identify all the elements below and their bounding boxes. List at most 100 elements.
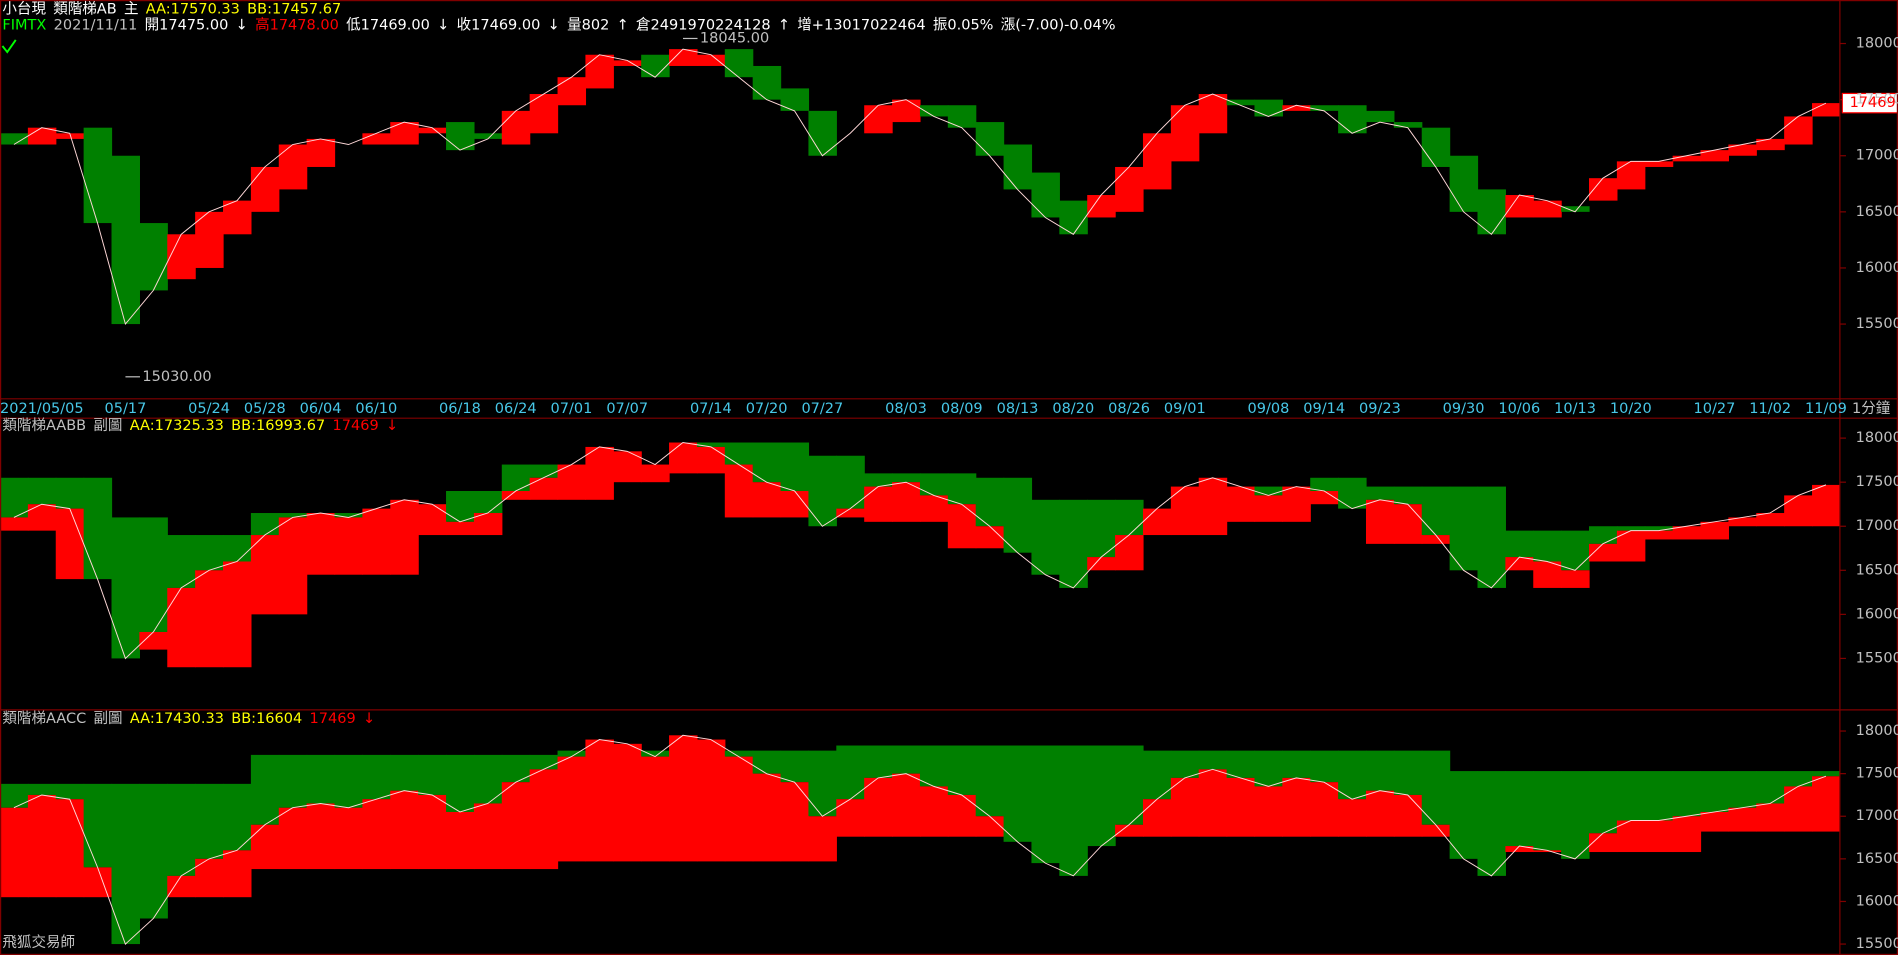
y-tick-label: 18000 <box>1856 430 1898 446</box>
ladder-block <box>1784 116 1813 145</box>
header-text: 17469 <box>333 418 379 434</box>
upper-band <box>139 783 168 919</box>
y-tick-label: 15500 <box>1856 650 1898 666</box>
lower-band <box>780 490 810 518</box>
lower-band <box>892 773 921 837</box>
x-tick-label: 05/28 <box>244 401 286 417</box>
upper-band <box>1784 771 1813 787</box>
upper-band <box>1393 486 1423 505</box>
lower-band <box>641 756 670 862</box>
upper-band <box>278 513 308 518</box>
y-tick-label: 16500 <box>1856 562 1898 578</box>
upper-band <box>167 535 196 588</box>
y-tick-label: 17000 <box>1856 148 1898 164</box>
ladder-block <box>55 133 85 139</box>
upper-band <box>529 464 559 478</box>
header-text: ↓ <box>363 711 375 727</box>
y-tick-label: 15500 <box>1856 316 1898 332</box>
header-text: 振0.05% <box>933 16 994 33</box>
lower-band <box>724 464 754 518</box>
lower-band <box>1115 824 1144 837</box>
upper-band <box>1533 530 1562 562</box>
header-text: 倉2491970224128 <box>636 16 771 33</box>
ladder-block <box>864 105 893 134</box>
lower-band <box>1421 824 1451 837</box>
lower-band <box>836 508 865 518</box>
lower-band <box>529 477 559 500</box>
x-tick-label: 06/10 <box>355 401 397 417</box>
upper-band <box>1644 526 1674 531</box>
lower-band <box>27 794 57 898</box>
ladder-block <box>1477 189 1506 235</box>
header-text: ↓ <box>437 17 449 33</box>
lower-band <box>808 816 837 862</box>
y-tick-label: 17000 <box>1856 518 1898 534</box>
upper-band <box>1393 750 1423 795</box>
lower-band <box>1616 530 1646 562</box>
lower-band <box>167 587 196 668</box>
upper-band <box>1616 771 1646 821</box>
lower-band <box>752 482 782 518</box>
lower-band <box>1282 486 1311 522</box>
lower-band <box>613 743 642 862</box>
header-text: ↓ <box>236 17 248 33</box>
lower-band <box>1226 777 1256 837</box>
header-text: ↓ <box>548 17 560 33</box>
panel <box>0 437 1846 668</box>
y-tick-label: 17500 <box>1856 92 1898 108</box>
lower-band <box>1087 557 1116 571</box>
lower-band <box>139 631 168 650</box>
lower-band <box>195 858 224 898</box>
lower-band <box>1142 799 1172 837</box>
header-text: 量802 <box>567 17 609 33</box>
lower-band <box>1254 786 1283 837</box>
upper-band <box>1477 771 1506 876</box>
ladder-block <box>1728 144 1757 156</box>
y-tick-label: 17500 <box>1856 766 1898 782</box>
x-tick-label: 08/20 <box>1052 401 1094 417</box>
ladder-block <box>641 54 670 78</box>
lower-band <box>752 773 782 862</box>
upper-band <box>975 745 1005 817</box>
ladder-block <box>808 110 837 156</box>
upper-band <box>641 750 670 757</box>
lower-band <box>1310 782 1339 837</box>
upper-band <box>836 455 865 509</box>
header-text: 類階梯AACC <box>2 710 86 727</box>
y-tick-label: 18000 <box>1856 36 1898 52</box>
ladder-block <box>780 88 810 111</box>
ladder-block <box>1338 105 1367 134</box>
upper-band <box>1198 750 1228 770</box>
lower-band <box>446 811 475 870</box>
upper-band <box>83 783 113 868</box>
lower-band <box>501 782 531 870</box>
lower-band <box>362 508 391 575</box>
upper-band <box>1644 771 1674 821</box>
ladder-block <box>1254 99 1283 117</box>
header-text: 低17469.00 <box>346 16 430 33</box>
ladder-block <box>1142 133 1172 190</box>
marks <box>0 37 1898 945</box>
lower-band <box>55 508 85 580</box>
lower-band <box>1505 846 1534 853</box>
ladder-block <box>724 49 754 78</box>
annotation: 15030.00 <box>142 369 211 385</box>
lower-band <box>1142 508 1172 536</box>
upper-band <box>306 754 336 804</box>
ladder-block <box>446 122 475 151</box>
lower-band <box>557 756 587 862</box>
header-text: 副圖 <box>94 710 123 727</box>
lower-band <box>250 824 280 870</box>
lower-band <box>1505 557 1534 571</box>
lower-band <box>1533 850 1562 853</box>
header-text: AA:17570.33 <box>146 2 240 18</box>
upper-band <box>975 477 1005 527</box>
timeframe[interactable]: 1分鐘 <box>1852 400 1891 417</box>
lower-band <box>669 442 698 474</box>
ladder-block <box>1616 161 1646 190</box>
upper-band <box>1728 771 1757 808</box>
price-line <box>13 48 1827 326</box>
lower-band <box>1672 526 1702 540</box>
lower-band <box>1393 794 1423 837</box>
upper-band <box>919 745 949 787</box>
